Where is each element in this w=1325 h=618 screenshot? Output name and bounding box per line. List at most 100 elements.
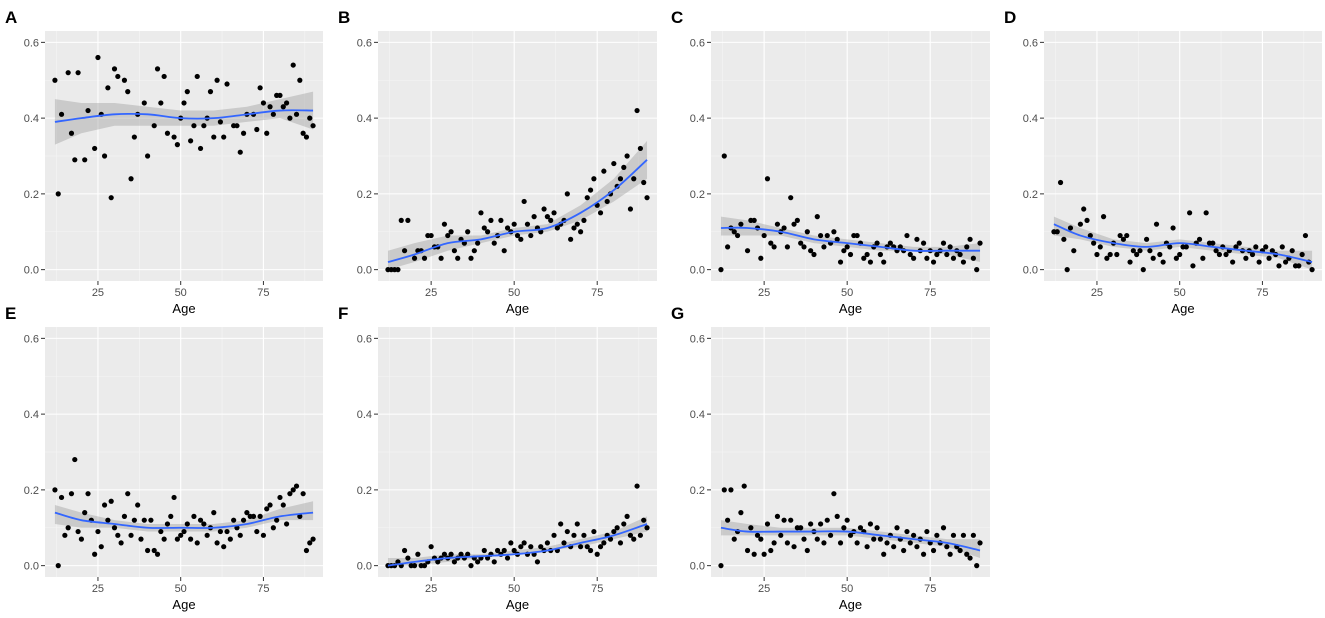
data-point xyxy=(924,528,930,535)
data-point xyxy=(824,232,830,239)
data-point xyxy=(801,244,807,250)
data-point xyxy=(934,251,940,258)
data-point xyxy=(511,221,517,227)
data-point xyxy=(201,123,207,129)
data-point xyxy=(611,160,617,167)
data-point xyxy=(310,123,316,129)
data-point xyxy=(75,528,81,535)
data-point xyxy=(920,551,927,557)
data-point xyxy=(277,92,283,98)
data-point xyxy=(300,491,306,497)
panel-tag-label: C xyxy=(671,8,683,27)
data-point xyxy=(607,536,614,542)
data-point xyxy=(534,559,541,565)
y-tick-label: 0.6 xyxy=(690,37,705,49)
data-point xyxy=(201,521,207,527)
data-point xyxy=(264,130,270,136)
data-point xyxy=(468,563,474,569)
x-tick-label: 50 xyxy=(508,287,520,299)
data-point xyxy=(960,259,967,265)
data-point xyxy=(68,130,75,136)
data-point xyxy=(754,532,761,538)
data-point xyxy=(1061,236,1067,242)
data-point xyxy=(1157,251,1163,258)
data-point xyxy=(441,221,448,227)
data-point xyxy=(401,547,408,554)
x-axis-title: Age xyxy=(506,597,529,612)
data-point xyxy=(644,195,650,201)
data-point xyxy=(154,66,161,72)
data-point xyxy=(105,85,111,91)
x-tick-label: 50 xyxy=(1174,287,1186,299)
data-point xyxy=(465,551,471,557)
data-point xyxy=(290,487,296,493)
data-point xyxy=(62,532,68,538)
data-point xyxy=(764,521,771,527)
data-point xyxy=(270,525,276,531)
data-point xyxy=(731,536,737,542)
data-point xyxy=(428,544,434,550)
data-point xyxy=(1130,248,1136,254)
data-point xyxy=(574,221,580,227)
data-point xyxy=(58,494,65,501)
data-point xyxy=(184,521,190,527)
data-point xyxy=(1081,206,1087,212)
data-point xyxy=(125,89,131,95)
panel-b: 0.0 0.2 0.4 0.6 25 50 75 Age B xyxy=(338,8,657,316)
data-point xyxy=(144,547,151,554)
data-point xyxy=(1124,232,1130,239)
data-point xyxy=(448,229,454,235)
data-point xyxy=(788,517,794,523)
data-point xyxy=(68,491,75,497)
x-tick-label: 50 xyxy=(175,583,187,595)
data-point xyxy=(161,73,167,80)
data-point xyxy=(834,236,840,242)
data-point xyxy=(105,517,111,523)
data-point xyxy=(240,517,247,523)
data-point xyxy=(960,532,967,538)
data-point xyxy=(415,551,421,557)
data-point xyxy=(1064,267,1070,273)
y-tick-label: 0.6 xyxy=(357,333,372,345)
x-axis-title: Age xyxy=(172,301,195,316)
data-point xyxy=(834,513,840,519)
data-point xyxy=(551,532,557,538)
data-point xyxy=(791,544,797,550)
data-point xyxy=(52,77,58,83)
data-point xyxy=(108,195,114,201)
data-point xyxy=(847,532,854,538)
data-point xyxy=(974,267,980,273)
data-point xyxy=(1120,236,1127,242)
data-point xyxy=(115,532,121,538)
data-point xyxy=(891,544,897,550)
data-point xyxy=(501,248,507,254)
data-point xyxy=(1094,251,1100,258)
panel-f: 0.0 0.2 0.4 0.6 25 50 75 Age F xyxy=(338,304,657,612)
data-point xyxy=(1117,232,1123,239)
data-point xyxy=(881,551,887,557)
data-point xyxy=(488,217,494,223)
data-point xyxy=(257,513,263,519)
data-point xyxy=(627,206,634,212)
data-point xyxy=(637,532,643,538)
data-point xyxy=(1269,248,1275,254)
x-tick-label: 75 xyxy=(257,287,269,299)
data-point xyxy=(1107,251,1113,258)
data-point xyxy=(1160,259,1166,265)
y-tick-label: 0.4 xyxy=(690,409,705,421)
data-point xyxy=(821,540,827,546)
x-axis-title: Age xyxy=(839,597,862,612)
data-point xyxy=(58,111,65,117)
data-point xyxy=(293,483,300,489)
data-point xyxy=(1309,267,1315,273)
data-point xyxy=(944,544,950,550)
data-point xyxy=(280,502,286,508)
data-point xyxy=(125,491,131,497)
y-tick-label: 0.0 xyxy=(357,265,372,277)
data-point xyxy=(98,544,104,550)
data-point xyxy=(75,70,81,76)
data-point xyxy=(731,229,737,235)
y-tick-label: 0.2 xyxy=(24,189,39,201)
data-point xyxy=(564,528,570,535)
data-point xyxy=(907,251,913,258)
